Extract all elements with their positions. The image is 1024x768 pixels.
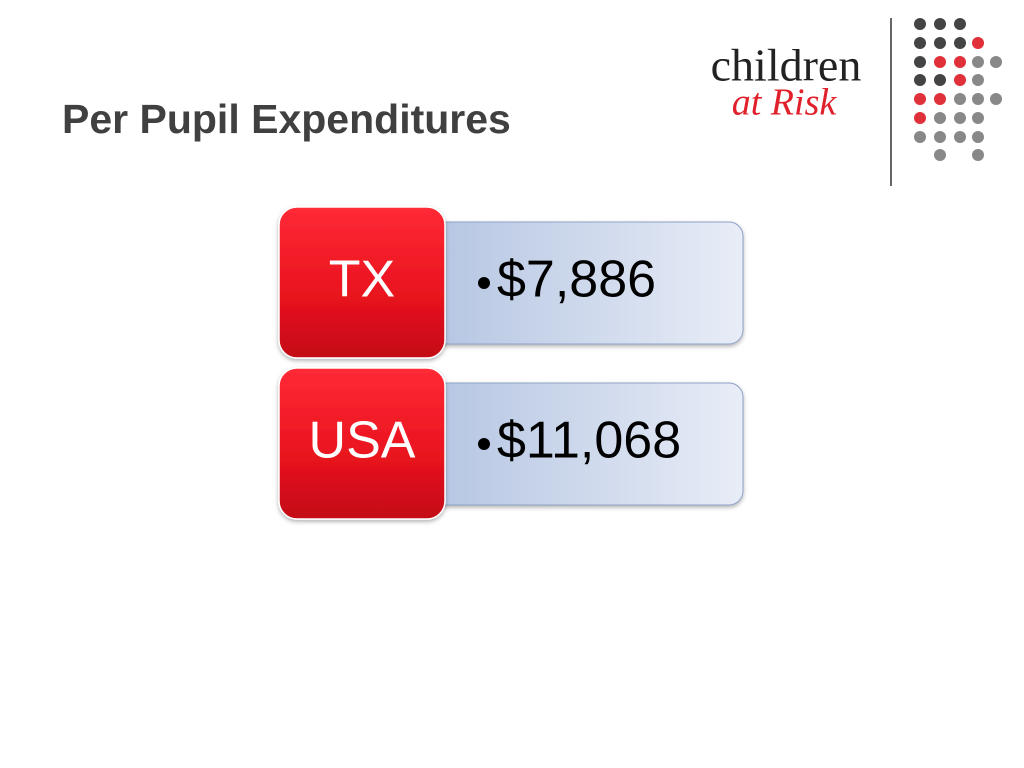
label-box <box>278 206 446 359</box>
label-box <box>278 367 446 520</box>
logo-text: children <box>711 40 862 91</box>
item-label: USA <box>309 412 416 470</box>
list-item: TX $7,886 <box>278 206 744 359</box>
bullet <box>478 438 490 450</box>
slide-title: Per Pupil Expenditures <box>62 96 511 142</box>
item-label: TX <box>329 251 395 309</box>
bullet <box>478 277 490 289</box>
item-value: $11,068 <box>497 412 681 470</box>
item-value: $7,886 <box>497 251 656 309</box>
logo-subtext: at Risk <box>732 82 838 124</box>
logo-dots <box>914 18 1002 161</box>
list-item: USA $11,068 <box>278 367 744 520</box>
item-list: TX $7,886 USA $11,068 <box>278 206 744 520</box>
logo: children at Risk <box>711 18 1002 186</box>
